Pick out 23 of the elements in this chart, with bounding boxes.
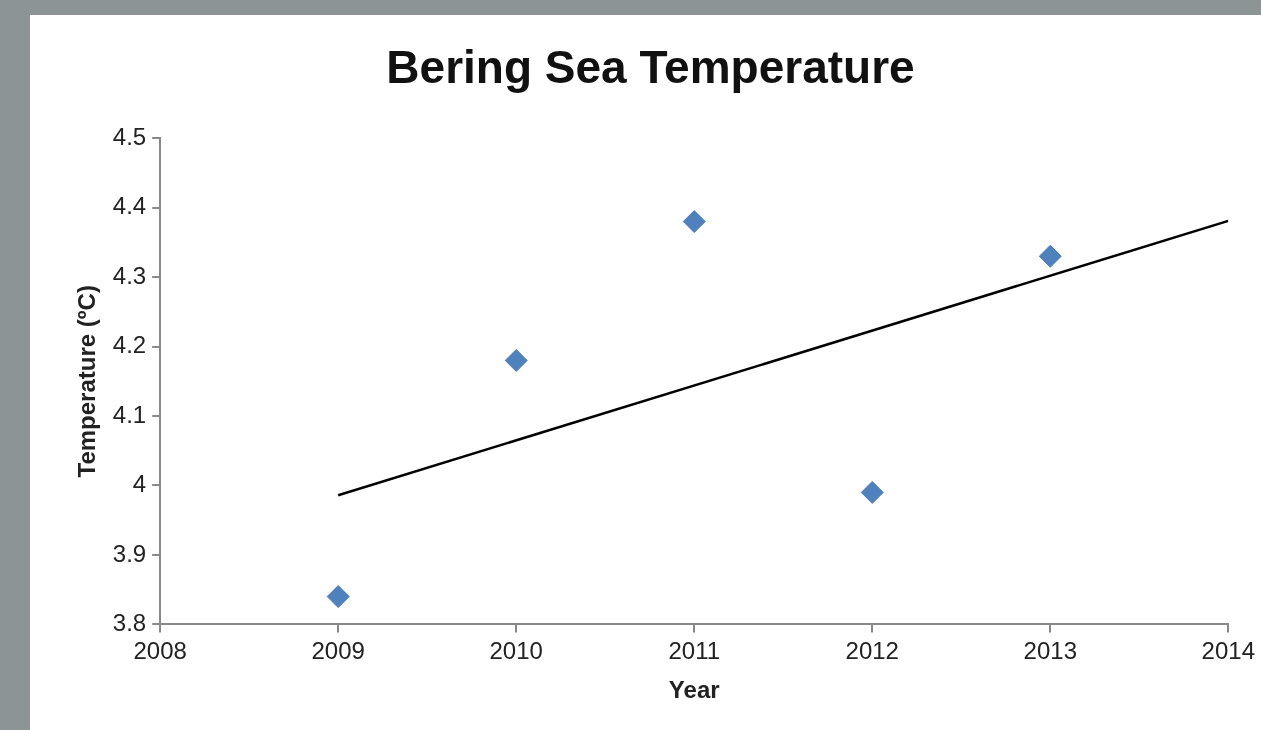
x-tick-label: 2008 xyxy=(133,637,187,665)
y-tick-label: 3.9 xyxy=(112,539,147,567)
x-tick-label: 2011 xyxy=(668,637,721,665)
x-tick-label: 2014 xyxy=(1201,637,1255,665)
x-axis-title: Year xyxy=(668,676,720,704)
y-tick-label: 3.8 xyxy=(112,609,147,637)
point xyxy=(326,585,350,609)
y-tick-label: 4.4 xyxy=(112,192,147,220)
point xyxy=(682,210,706,234)
x-tick-label: 2013 xyxy=(1023,637,1077,665)
y-axis-title: Temperature (ºC) xyxy=(73,285,101,478)
point xyxy=(504,348,528,372)
x-tick-label: 2012 xyxy=(845,637,899,665)
y-tick-label: 4.5 xyxy=(112,122,147,150)
y-tick-label: 4 xyxy=(132,470,147,498)
x-tick-label: 2010 xyxy=(489,637,543,665)
y-tick-label: 4.3 xyxy=(112,261,147,289)
point xyxy=(1038,244,1062,268)
y-tick-label: 4.2 xyxy=(112,331,147,359)
chart-title: Bering Sea Temperature xyxy=(386,41,915,94)
x-tick-label: 2009 xyxy=(311,637,365,665)
point xyxy=(860,480,884,504)
y-tick-label: 4.1 xyxy=(112,400,147,428)
